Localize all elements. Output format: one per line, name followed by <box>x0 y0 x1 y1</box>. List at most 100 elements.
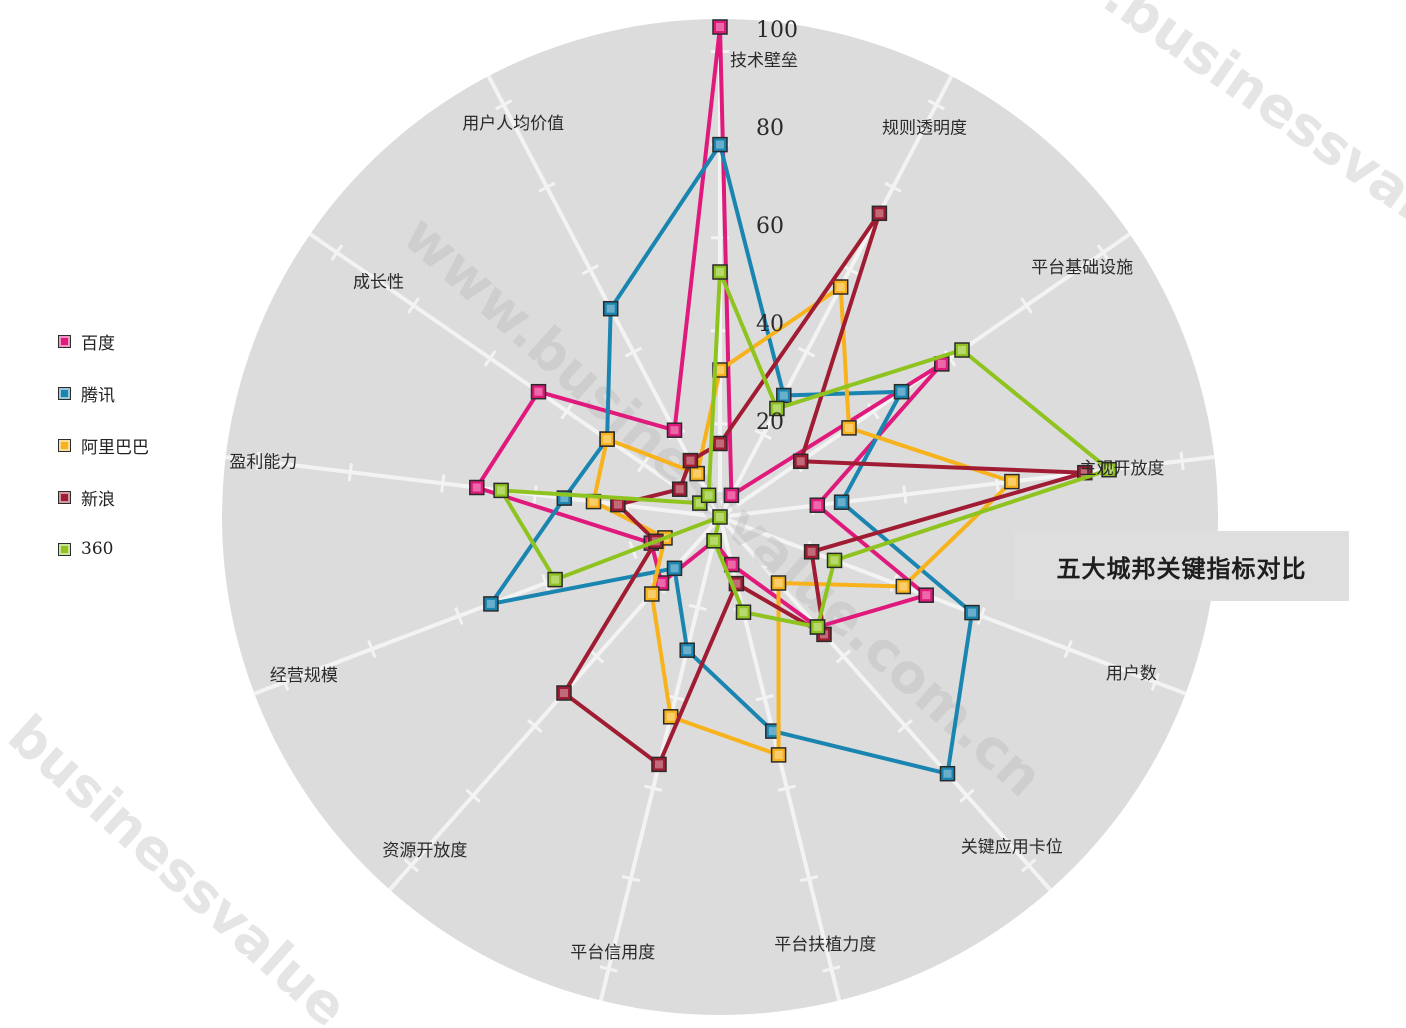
series-marker-highlight <box>695 499 704 508</box>
series-line <box>488 142 974 776</box>
series-marker-highlight <box>836 283 845 291</box>
legend-item-360[interactable]: 360 <box>58 536 149 562</box>
radar-spoke-tick <box>959 788 975 803</box>
series-marker <box>530 383 547 400</box>
series-marker-highlight <box>768 727 777 736</box>
radar-spoke-tick <box>1020 297 1033 314</box>
series-marker-highlight <box>683 646 692 655</box>
series-marker <box>964 604 980 621</box>
radar-spoke-tick <box>897 718 913 734</box>
series-marker-highlight <box>875 209 884 218</box>
series-marker-highlight <box>813 501 822 510</box>
series-marker <box>644 586 660 602</box>
radial-tick-labels: 20 40 60 80 100 <box>756 18 798 435</box>
series-marker-highlight <box>497 486 506 495</box>
legend-item-alibaba[interactable]: 阿里巴巴 <box>58 432 149 458</box>
series-marker-highlight <box>716 439 724 448</box>
legend-item-sina[interactable]: 新浪 <box>58 484 149 510</box>
series-marker-highlight <box>657 579 666 587</box>
radar-spoke-tick <box>797 346 816 358</box>
series-marker-highlight <box>897 387 906 396</box>
series-marker <box>723 487 740 504</box>
radar-spoke-tick <box>927 99 945 111</box>
radar-series <box>469 19 1117 782</box>
series-marker-highlight <box>1105 465 1114 474</box>
series-marker-highlight <box>655 760 663 769</box>
radar-spoke <box>309 232 722 519</box>
radar-spoke-tick <box>407 297 420 314</box>
radial-tick-label: 60 <box>756 214 784 239</box>
series-marker <box>712 509 728 525</box>
series-marker <box>712 19 728 35</box>
axis-label: 用户人均价值 <box>462 114 564 134</box>
series-marker-highlight <box>670 564 679 573</box>
series-marker <box>895 578 912 595</box>
series-marker <box>826 552 843 569</box>
series-marker-highlight <box>686 456 695 465</box>
series-marker-highlight <box>772 404 781 413</box>
radial-tick-label: 100 <box>756 18 798 43</box>
radar-spoke <box>719 454 1215 519</box>
series-marker <box>493 482 509 499</box>
series-marker-highlight <box>716 366 724 374</box>
series-line <box>562 211 1087 767</box>
series-marker <box>841 420 857 436</box>
radar-spoke-tick <box>884 181 902 193</box>
series-marker-highlight <box>807 547 816 556</box>
legend-item-tencent[interactable]: 腾讯 <box>58 380 149 406</box>
radar-spoke-tick <box>367 640 377 659</box>
radar-spoke-tick <box>976 607 986 625</box>
radar-spoke-tick <box>688 603 707 612</box>
radar-spoke-tick <box>255 451 261 471</box>
series-marker-highlight <box>813 623 822 631</box>
series-marker <box>770 747 787 763</box>
axis-label: 关键应用卡位 <box>961 837 1063 857</box>
axis-label: 平台基础设施 <box>1031 258 1133 278</box>
series-marker <box>792 453 809 470</box>
series-marker-highlight <box>845 423 853 432</box>
radar-spoke-tick <box>1150 673 1160 692</box>
series-marker-highlight <box>774 750 783 759</box>
series-marker <box>679 642 695 658</box>
radar-spoke-tick <box>1020 858 1037 873</box>
series-marker-highlight <box>693 469 702 478</box>
series-marker-highlight <box>937 359 946 368</box>
series-marker-highlight <box>551 575 560 584</box>
series-marker <box>832 279 849 295</box>
series-marker <box>809 497 826 513</box>
series-marker-highlight <box>534 387 543 396</box>
axis-label: 主观开放度 <box>1080 459 1165 479</box>
radar-spoke-tick <box>1096 244 1110 261</box>
radar-spoke-tick <box>902 485 908 504</box>
axis-label: 成长性 <box>353 272 404 292</box>
legend-swatch-360 <box>58 542 71 556</box>
series-marker-highlight <box>727 560 736 569</box>
legend: 百度 腾讯 阿里巴巴 新浪 360 <box>58 328 149 588</box>
axis-label: 技术壁垒 <box>730 51 798 71</box>
legend-label: 腾讯 <box>81 385 115 406</box>
series-marker <box>469 479 485 496</box>
legend-label: 360 <box>81 539 114 559</box>
series-marker-highlight <box>739 608 748 617</box>
series-marker-highlight <box>796 457 805 466</box>
series-marker-highlight <box>606 304 615 313</box>
legend-label: 新浪 <box>81 489 115 510</box>
watermark-text: .businessvalue. <box>1093 0 1406 287</box>
series-marker <box>769 400 785 417</box>
legend-label: 百度 <box>81 333 115 354</box>
radar-spoke-tick <box>666 694 685 702</box>
series-marker <box>666 422 683 438</box>
series-marker <box>682 452 699 469</box>
series-marker <box>809 619 826 635</box>
series-marker <box>547 571 563 588</box>
legend-swatch-baidu <box>58 334 71 348</box>
series-marker-highlight <box>666 712 675 721</box>
axis-label: 平台信用度 <box>570 943 655 963</box>
series-marker-highlight <box>716 268 724 276</box>
series-marker <box>918 587 934 603</box>
legend-item-baidu[interactable]: 百度 <box>58 328 149 354</box>
radar-spoke-tick <box>588 649 605 664</box>
radar-spoke-tick <box>1179 451 1185 471</box>
radar-spoke-tick <box>624 346 643 358</box>
axis-label: 资源开放度 <box>382 841 467 861</box>
